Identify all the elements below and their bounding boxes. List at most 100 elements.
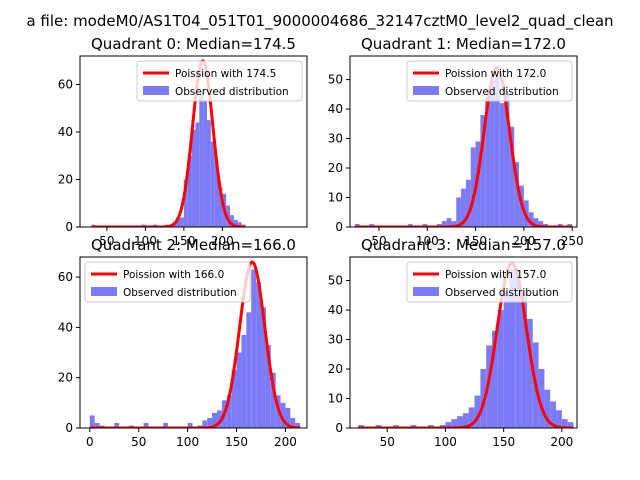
histogram-bar-25 <box>538 221 544 227</box>
histogram-bar-15 <box>210 141 215 227</box>
histogram-bar-9 <box>187 155 192 227</box>
histogram-bar-12 <box>199 91 204 227</box>
histogram-bar-10 <box>465 179 471 227</box>
histogram-bar-16 <box>503 292 510 428</box>
histogram-bar-16 <box>236 352 242 428</box>
y-tick-label: 0 <box>335 421 343 435</box>
histogram-bar-19 <box>509 126 515 227</box>
subplot-title: Quadrant 3: Median=157.0 <box>361 236 566 254</box>
legend-observed-swatch <box>143 86 169 95</box>
x-tick-label: 150 <box>464 234 487 248</box>
legend-box <box>84 261 251 303</box>
x-tick-label: 100 <box>134 234 157 248</box>
y-tick-label: 10 <box>328 191 343 205</box>
histogram-bar-22 <box>265 345 271 428</box>
histogram-bar-16 <box>494 76 500 227</box>
histogram-bar-25 <box>556 410 562 428</box>
legend-observed-swatch <box>413 86 439 95</box>
histogram-bar-3 <box>114 422 120 428</box>
histogram-bars <box>91 91 246 227</box>
legend-observed-label: Observed distribution <box>445 287 559 299</box>
histogram-bar-20 <box>526 318 533 428</box>
histogram-bar-5 <box>143 422 149 428</box>
histogram-bar-17 <box>218 186 223 227</box>
legend-observed-swatch <box>413 287 439 296</box>
histogram-bar-24 <box>550 401 557 428</box>
histogram-bar-22 <box>237 222 242 227</box>
x-tick-label: 200 <box>512 234 535 248</box>
y-tick-label: 40 <box>58 320 73 334</box>
histogram-bar-27 <box>290 417 296 428</box>
subplot-quadrant-0: 50 100 150 200 0 20 40 60 Quadrant 0: Median=174… <box>58 35 308 248</box>
histogram-bar-18 <box>515 274 522 428</box>
histogram-bar-23 <box>544 389 551 428</box>
histogram-bar-15 <box>490 79 495 227</box>
histogram-bar-21 <box>261 307 266 428</box>
histogram-bar-26 <box>285 407 291 428</box>
y-tick-label: 0 <box>65 421 73 435</box>
histogram-bar-22 <box>538 369 545 428</box>
legend-observed-label: Observed distribution <box>123 287 237 299</box>
histogram-bar-19 <box>251 269 257 428</box>
histogram-bar-10 <box>191 129 196 227</box>
histogram-bar-20 <box>514 162 520 227</box>
y-tick-label: 40 <box>58 125 73 139</box>
poisson-curve <box>357 261 575 428</box>
axes-frame <box>349 55 578 228</box>
histogram-bar-13 <box>203 101 207 227</box>
histogram-bar-14 <box>492 330 498 428</box>
y-tick-label: 20 <box>328 161 343 175</box>
histogram-bar-19 <box>521 292 527 428</box>
histogram-bar-6 <box>446 218 452 227</box>
legend-observed-swatch <box>91 287 117 296</box>
histogram-bar-17 <box>509 268 516 428</box>
legend-observed-label: Observed distribution <box>175 86 289 98</box>
y-tick-label: 50 <box>328 274 343 288</box>
y-tick-label: 40 <box>328 102 343 116</box>
histogram-bar-6 <box>445 422 452 428</box>
legend-box <box>406 60 573 102</box>
y-tick-label: 20 <box>58 173 73 187</box>
histogram-bars <box>89 269 301 428</box>
legend-poisson-label: Poission with 166.0 <box>123 269 224 281</box>
axes-frame <box>79 55 308 228</box>
subplot-quadrant-2: 0 50 100 150 200 0 20 40 60 Quadrant 2: Median=16… <box>58 236 308 449</box>
x-tick-label: 200 <box>550 435 573 449</box>
subplot-title: Quadrant 1: Median=172.0 <box>361 35 566 53</box>
histogram-bar-26 <box>561 419 568 428</box>
subplot-title: Quadrant 0: Median=174.5 <box>91 35 296 53</box>
legend: Poission with 172.0 Observed distribution <box>406 60 573 102</box>
histogram-bar-11 <box>474 395 481 428</box>
y-tick-label: 40 <box>328 303 343 317</box>
histogram-bar-6 <box>163 422 169 428</box>
figure-suptitle: a file: modeM0/AS1T04_051T01_9000004686_… <box>26 12 613 31</box>
histogram-bar-27 <box>567 422 574 428</box>
y-tick-label: 20 <box>58 371 73 385</box>
x-tick-label: 200 <box>274 435 297 449</box>
histogram-bar-9 <box>202 420 208 428</box>
legend-poisson-label: Poission with 172.0 <box>445 68 546 80</box>
x-tick-label: 150 <box>492 435 515 449</box>
x-tick-label: 250 <box>561 234 584 248</box>
axes-frame <box>349 256 578 429</box>
legend: Poission with 174.5 Observed distribution <box>136 60 303 102</box>
histogram-bar-9 <box>461 188 466 227</box>
legend: Poission with 157.0 Observed distribution <box>406 261 573 303</box>
legend: Poission with 166.0 Observed distribution <box>84 261 251 303</box>
histogram-bar-18 <box>246 312 252 428</box>
histogram-bar-28 <box>295 422 301 428</box>
y-tick-label: 0 <box>335 220 343 234</box>
legend-poisson-label: Poission with 174.5 <box>175 68 276 80</box>
subplot-quadrant-1: 50 100 150 200 250 0 10 20 30 40 50 Quadrant 1: Med… <box>328 35 584 248</box>
x-tick-label: 50 <box>371 234 386 248</box>
histogram-bar-7 <box>187 422 193 428</box>
poisson-curve <box>353 66 574 227</box>
histogram-bar-9 <box>462 413 469 428</box>
x-tick-label: 200 <box>211 234 234 248</box>
y-tick-label: 60 <box>58 270 73 284</box>
histogram-bar-14 <box>226 395 232 428</box>
histogram-bar-11 <box>470 147 476 227</box>
histogram-bar-25 <box>280 402 286 428</box>
histogram-bar-7 <box>451 221 457 227</box>
histogram-bar-7 <box>180 217 184 227</box>
